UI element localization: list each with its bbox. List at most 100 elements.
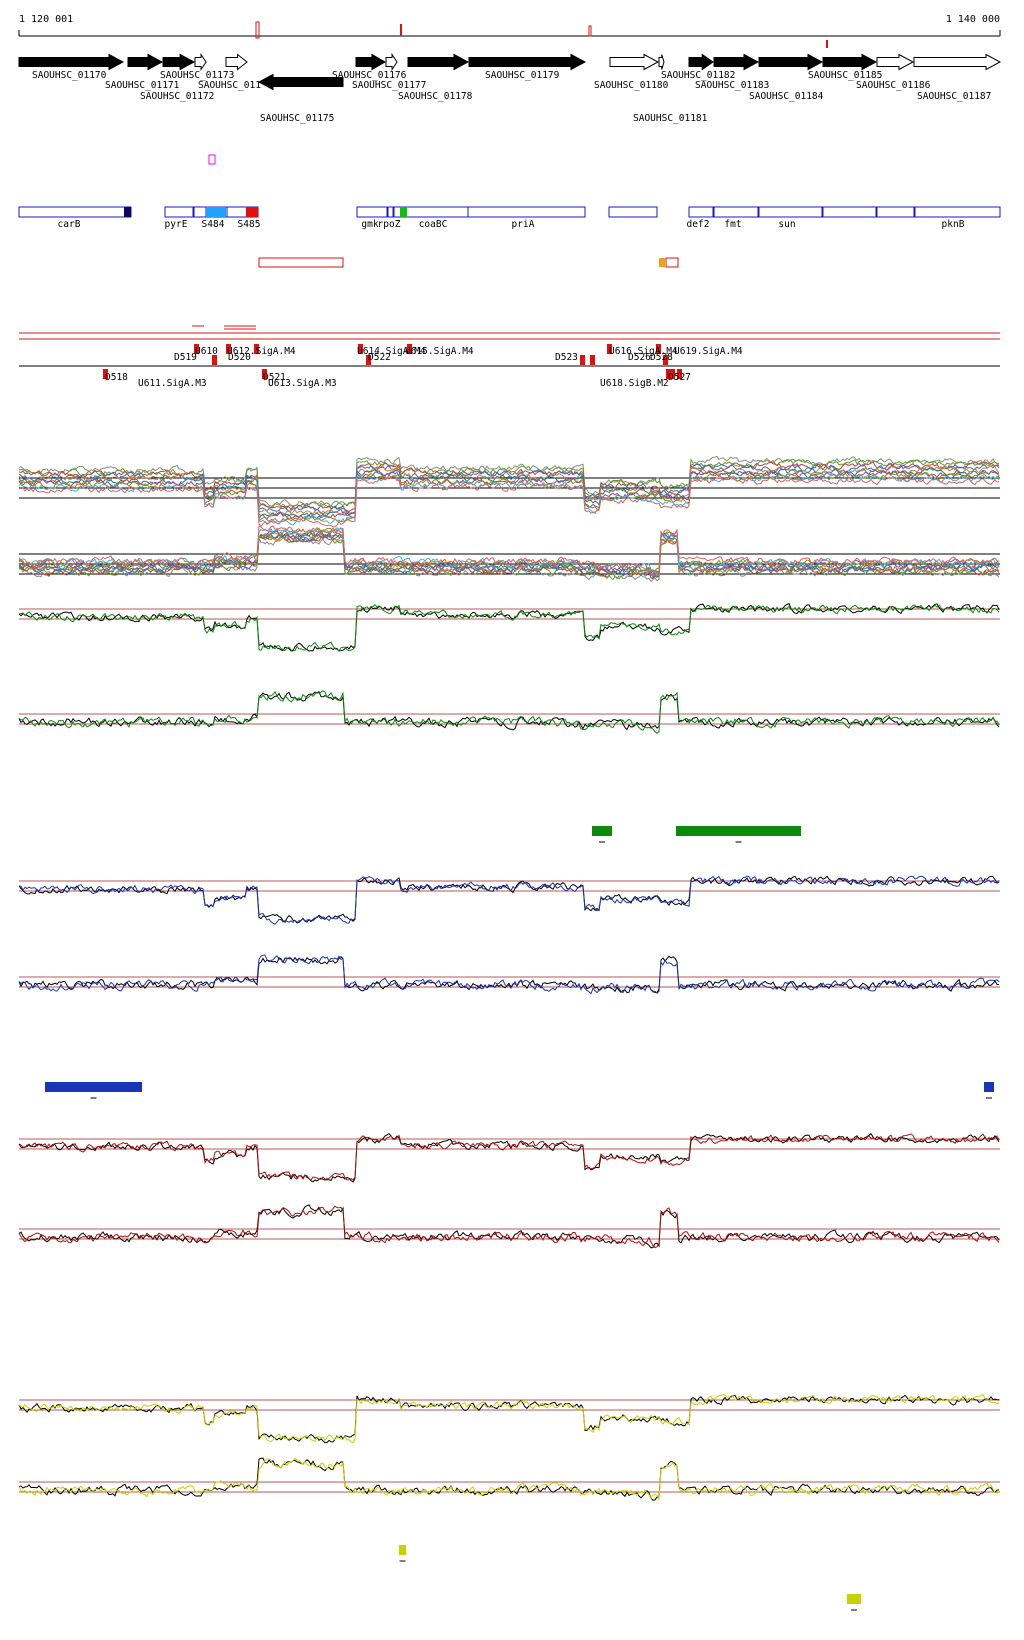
gene-arrow <box>225 53 248 71</box>
gene-arrow <box>127 53 164 71</box>
feature-marker <box>226 344 231 354</box>
red-track-line <box>18 1205 1000 1249</box>
feature-label: D520 <box>228 352 251 363</box>
region-box <box>18 206 132 218</box>
multi-condition-line <box>18 476 1000 528</box>
gene-label: SAOUHSC_01184 <box>749 91 824 102</box>
feature-marker <box>366 355 371 365</box>
feature-label: D521 <box>263 372 286 383</box>
feature-marker <box>407 344 412 354</box>
region-box <box>914 206 1001 218</box>
coordinate-ruler: 1 120 001 1 140 000 <box>18 14 1001 39</box>
region-box <box>393 206 402 218</box>
multi-condition-line <box>18 535 1000 583</box>
multi-condition-line <box>18 525 1000 575</box>
gene-label: SAOUHSC_01182 <box>661 70 735 81</box>
gene-symbol: fmt <box>724 219 741 230</box>
multi-condition-line <box>18 472 1000 523</box>
gene-arrow <box>18 53 125 71</box>
gene-arrow <box>385 52 398 72</box>
feature-marker <box>656 344 661 354</box>
yellow-track-line <box>18 1457 1000 1501</box>
blue-track-line-black <box>18 955 1000 994</box>
gene-symbol: S485 <box>238 219 261 230</box>
gene-label: SAOUHSC_01170 <box>32 70 107 81</box>
gene-arrow <box>355 53 387 71</box>
blue-highlight-bar <box>984 1082 994 1092</box>
feature-marker <box>212 355 217 365</box>
gene-arrow <box>407 53 470 71</box>
gene-arrow <box>468 53 587 71</box>
feature-marker <box>677 369 682 379</box>
multi-condition-line <box>18 463 1000 515</box>
feature-marker <box>358 344 363 354</box>
feature-label: D522 <box>368 352 391 363</box>
green-track-line <box>18 604 1000 652</box>
blue-track-line-black <box>18 875 1000 924</box>
gene-arrow <box>194 52 207 72</box>
feature-marker <box>103 369 108 379</box>
gene-arrow <box>876 53 915 71</box>
yellow-track-line <box>18 1393 1000 1444</box>
gene-label: SAOUHSC_01172 <box>140 91 214 102</box>
gene-arrow <box>688 53 714 71</box>
feature-label: U612.SigA.M4 <box>227 346 296 357</box>
blue-highlight-bar <box>45 1082 142 1092</box>
green-track-line <box>18 690 1000 734</box>
feature-marker <box>670 369 675 379</box>
gene-symbol: pyrE <box>165 219 188 230</box>
gene-arrow <box>822 53 878 71</box>
blue-track-line <box>18 875 1000 925</box>
feature-label: U619.SigA.M4 <box>674 346 743 357</box>
region-box <box>713 206 759 218</box>
gene-symbol: priA <box>512 219 535 230</box>
gene-label: SAOUHSC_01177 <box>352 80 426 91</box>
red-track-line-black <box>18 1204 1000 1249</box>
gene-symbol: def2 <box>687 219 710 230</box>
feature-marker <box>666 369 671 379</box>
green-highlight-bar <box>592 826 612 836</box>
gene-marker <box>826 40 828 48</box>
feature-marker <box>262 369 267 379</box>
feature-label: D518 <box>105 372 128 383</box>
gene-label: SAOUHSC_01171 <box>105 80 180 91</box>
region-box <box>387 206 394 218</box>
blue-track-line <box>18 954 1000 995</box>
region-box <box>822 206 877 218</box>
marker-track <box>208 154 679 268</box>
feature-label: U613.SigA.M3 <box>268 378 337 389</box>
region-box <box>193 206 207 218</box>
gene-arrow <box>609 53 660 71</box>
region-fill <box>400 207 407 217</box>
gene-label: SAOUHSC_01183 <box>695 80 769 91</box>
gene-symbol: rpoZ <box>378 219 401 230</box>
feature-label: U614.SigA.M4 <box>357 346 426 357</box>
expression-tracks <box>18 455 1000 1501</box>
region-box <box>401 206 469 218</box>
gene-arrow <box>257 73 344 91</box>
region-box <box>356 206 388 218</box>
feature-marker <box>590 355 595 365</box>
feature-label: D528 <box>650 352 673 363</box>
red-track-line <box>18 1133 1000 1181</box>
gene-symbol: carB <box>58 219 81 230</box>
magenta-marker <box>208 154 216 165</box>
multi-condition-line <box>18 528 1000 576</box>
green-highlight-bar <box>676 826 801 836</box>
multi-condition-line <box>18 467 1000 519</box>
region-box <box>688 206 714 218</box>
yellow-track-line-black <box>18 1394 1000 1444</box>
gene-label: SAOUHSC_01175 <box>260 113 334 124</box>
feature-label: D527 <box>668 372 691 383</box>
feature-label: D526 <box>628 352 651 363</box>
feature-label: U611.SigA.M3 <box>138 378 207 389</box>
region-box <box>608 206 658 218</box>
feature-label: D519 <box>174 352 197 363</box>
start-coordinate: 1 120 001 <box>19 14 73 25</box>
gene-arrow <box>758 53 824 71</box>
feature-track: U610 U612.SigA.M4 D519 D520 D518 U611.SigA.M3… <box>19 325 1000 389</box>
green-track-line-black <box>18 690 1000 731</box>
feature-label: U615.SigA.M4 <box>405 346 474 357</box>
gene-symbol: S484 <box>202 219 225 230</box>
